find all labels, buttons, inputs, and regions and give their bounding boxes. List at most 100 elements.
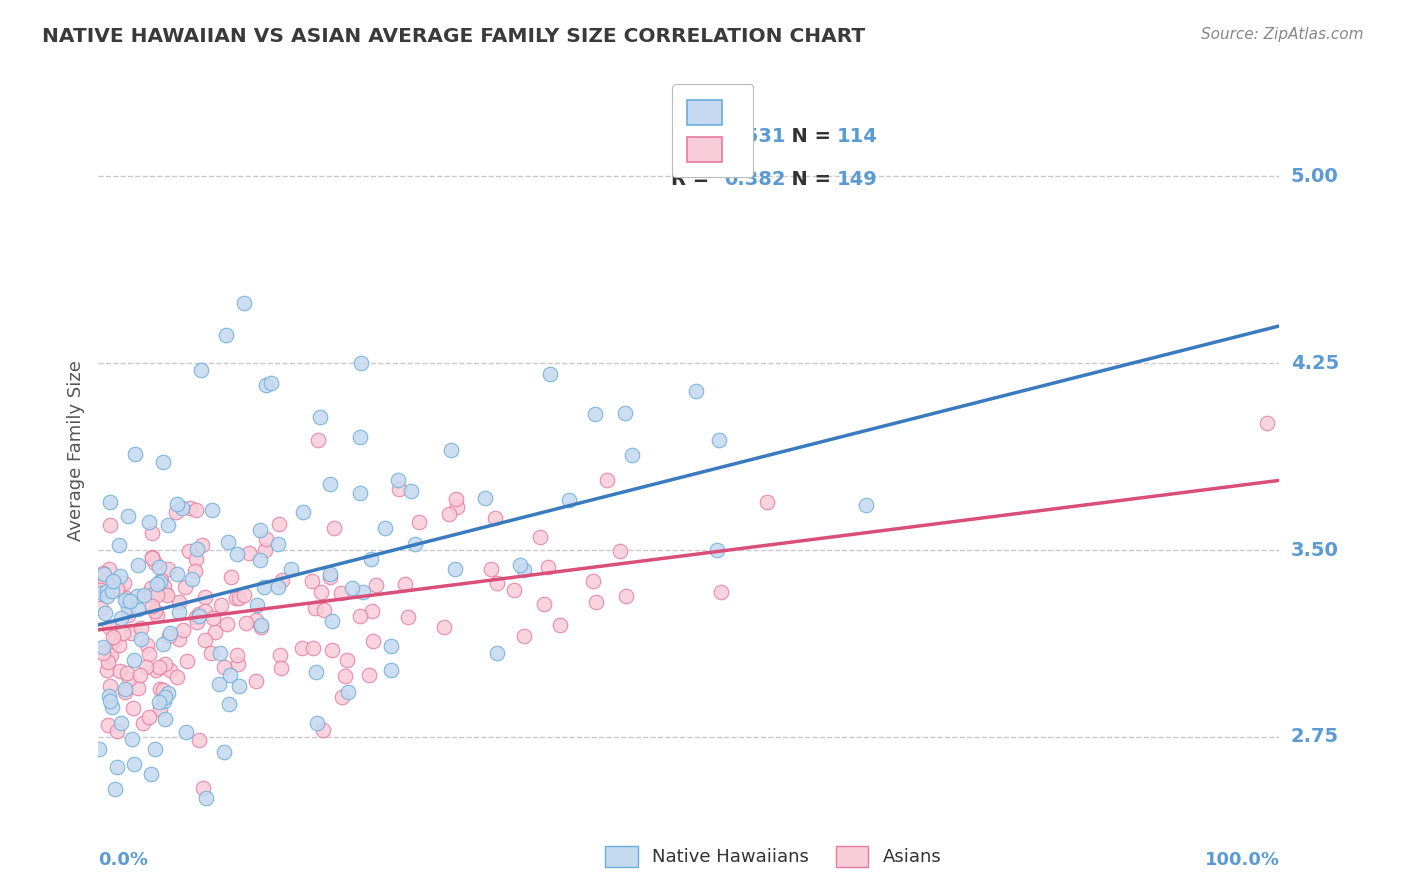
Point: [245, 674, 267, 689]
Point: [141, 766, 163, 780]
Point: [117, 608, 139, 623]
Point: [141, 599, 163, 614]
Point: [98, 694, 121, 708]
Point: [266, 580, 288, 594]
Point: [312, 723, 335, 737]
Point: [105, 582, 128, 596]
Point: [134, 588, 156, 602]
Point: [267, 517, 290, 532]
Point: [582, 574, 605, 589]
Point: [380, 639, 402, 653]
Point: [153, 585, 176, 599]
Point: [583, 407, 606, 421]
Point: [233, 588, 256, 602]
Point: [136, 638, 159, 652]
Point: [246, 598, 269, 612]
Point: [170, 501, 193, 516]
Point: [122, 756, 145, 771]
Point: [366, 577, 388, 591]
Point: [194, 633, 217, 648]
Point: [184, 552, 207, 566]
Point: [200, 646, 222, 660]
Point: [614, 406, 637, 420]
Point: [238, 546, 260, 560]
Point: [710, 585, 733, 599]
Point: [110, 611, 132, 625]
Point: [153, 579, 176, 593]
Point: [90, 600, 112, 615]
Text: N =: N =: [778, 170, 837, 189]
Point: [352, 584, 374, 599]
Point: [194, 604, 217, 618]
Point: [148, 660, 170, 674]
Point: [153, 657, 176, 671]
Point: [114, 682, 136, 697]
Point: [349, 486, 371, 500]
Point: [131, 716, 153, 731]
Point: [114, 592, 136, 607]
Point: [219, 570, 242, 584]
Point: [756, 494, 779, 508]
Point: [152, 455, 174, 469]
Point: [212, 659, 235, 673]
Point: [509, 558, 531, 572]
Point: [166, 566, 188, 581]
Y-axis label: Average Family Size: Average Family Size: [66, 360, 84, 541]
Point: [153, 694, 176, 708]
Point: [245, 613, 267, 627]
Point: [443, 562, 465, 576]
Point: [503, 582, 526, 597]
Point: [96, 589, 118, 603]
Point: [125, 589, 148, 603]
Point: [201, 502, 224, 516]
Point: [250, 617, 273, 632]
Point: [301, 640, 323, 655]
Point: [330, 690, 353, 704]
Point: [107, 538, 129, 552]
Point: [157, 518, 180, 533]
Point: [707, 434, 730, 448]
Point: [181, 572, 204, 586]
Point: [166, 670, 188, 684]
Point: [124, 446, 146, 460]
Point: [323, 521, 346, 535]
Text: NATIVE HAWAIIAN VS ASIAN AVERAGE FAMILY SIZE CORRELATION CHART: NATIVE HAWAIIAN VS ASIAN AVERAGE FAMILY …: [42, 27, 865, 45]
Point: [94, 574, 117, 589]
Point: [533, 597, 555, 611]
Point: [396, 609, 419, 624]
Point: [484, 511, 506, 525]
Point: [394, 576, 416, 591]
Point: [486, 576, 509, 591]
Legend: , : ,: [672, 85, 754, 178]
Point: [254, 532, 277, 546]
Point: [440, 442, 463, 457]
Point: [143, 556, 166, 570]
Point: [319, 570, 342, 584]
Point: [404, 537, 426, 551]
Point: [548, 618, 571, 632]
Point: [558, 492, 581, 507]
Point: [146, 588, 169, 602]
Point: [536, 559, 558, 574]
Point: [191, 781, 214, 796]
Point: [101, 631, 124, 645]
Point: [228, 591, 250, 606]
Point: [399, 484, 422, 499]
Point: [141, 526, 163, 541]
Point: [486, 646, 509, 660]
Point: [146, 607, 169, 622]
Point: [349, 356, 371, 370]
Point: [190, 362, 212, 376]
Point: [149, 574, 172, 588]
Point: [208, 647, 231, 661]
Point: [148, 560, 170, 574]
Point: [98, 495, 121, 509]
Text: 149: 149: [837, 170, 877, 189]
Text: 114: 114: [837, 127, 877, 145]
Point: [93, 606, 115, 620]
Point: [304, 601, 326, 615]
Point: [100, 648, 122, 662]
Point: [319, 567, 342, 582]
Point: [360, 551, 382, 566]
Point: [101, 583, 124, 598]
